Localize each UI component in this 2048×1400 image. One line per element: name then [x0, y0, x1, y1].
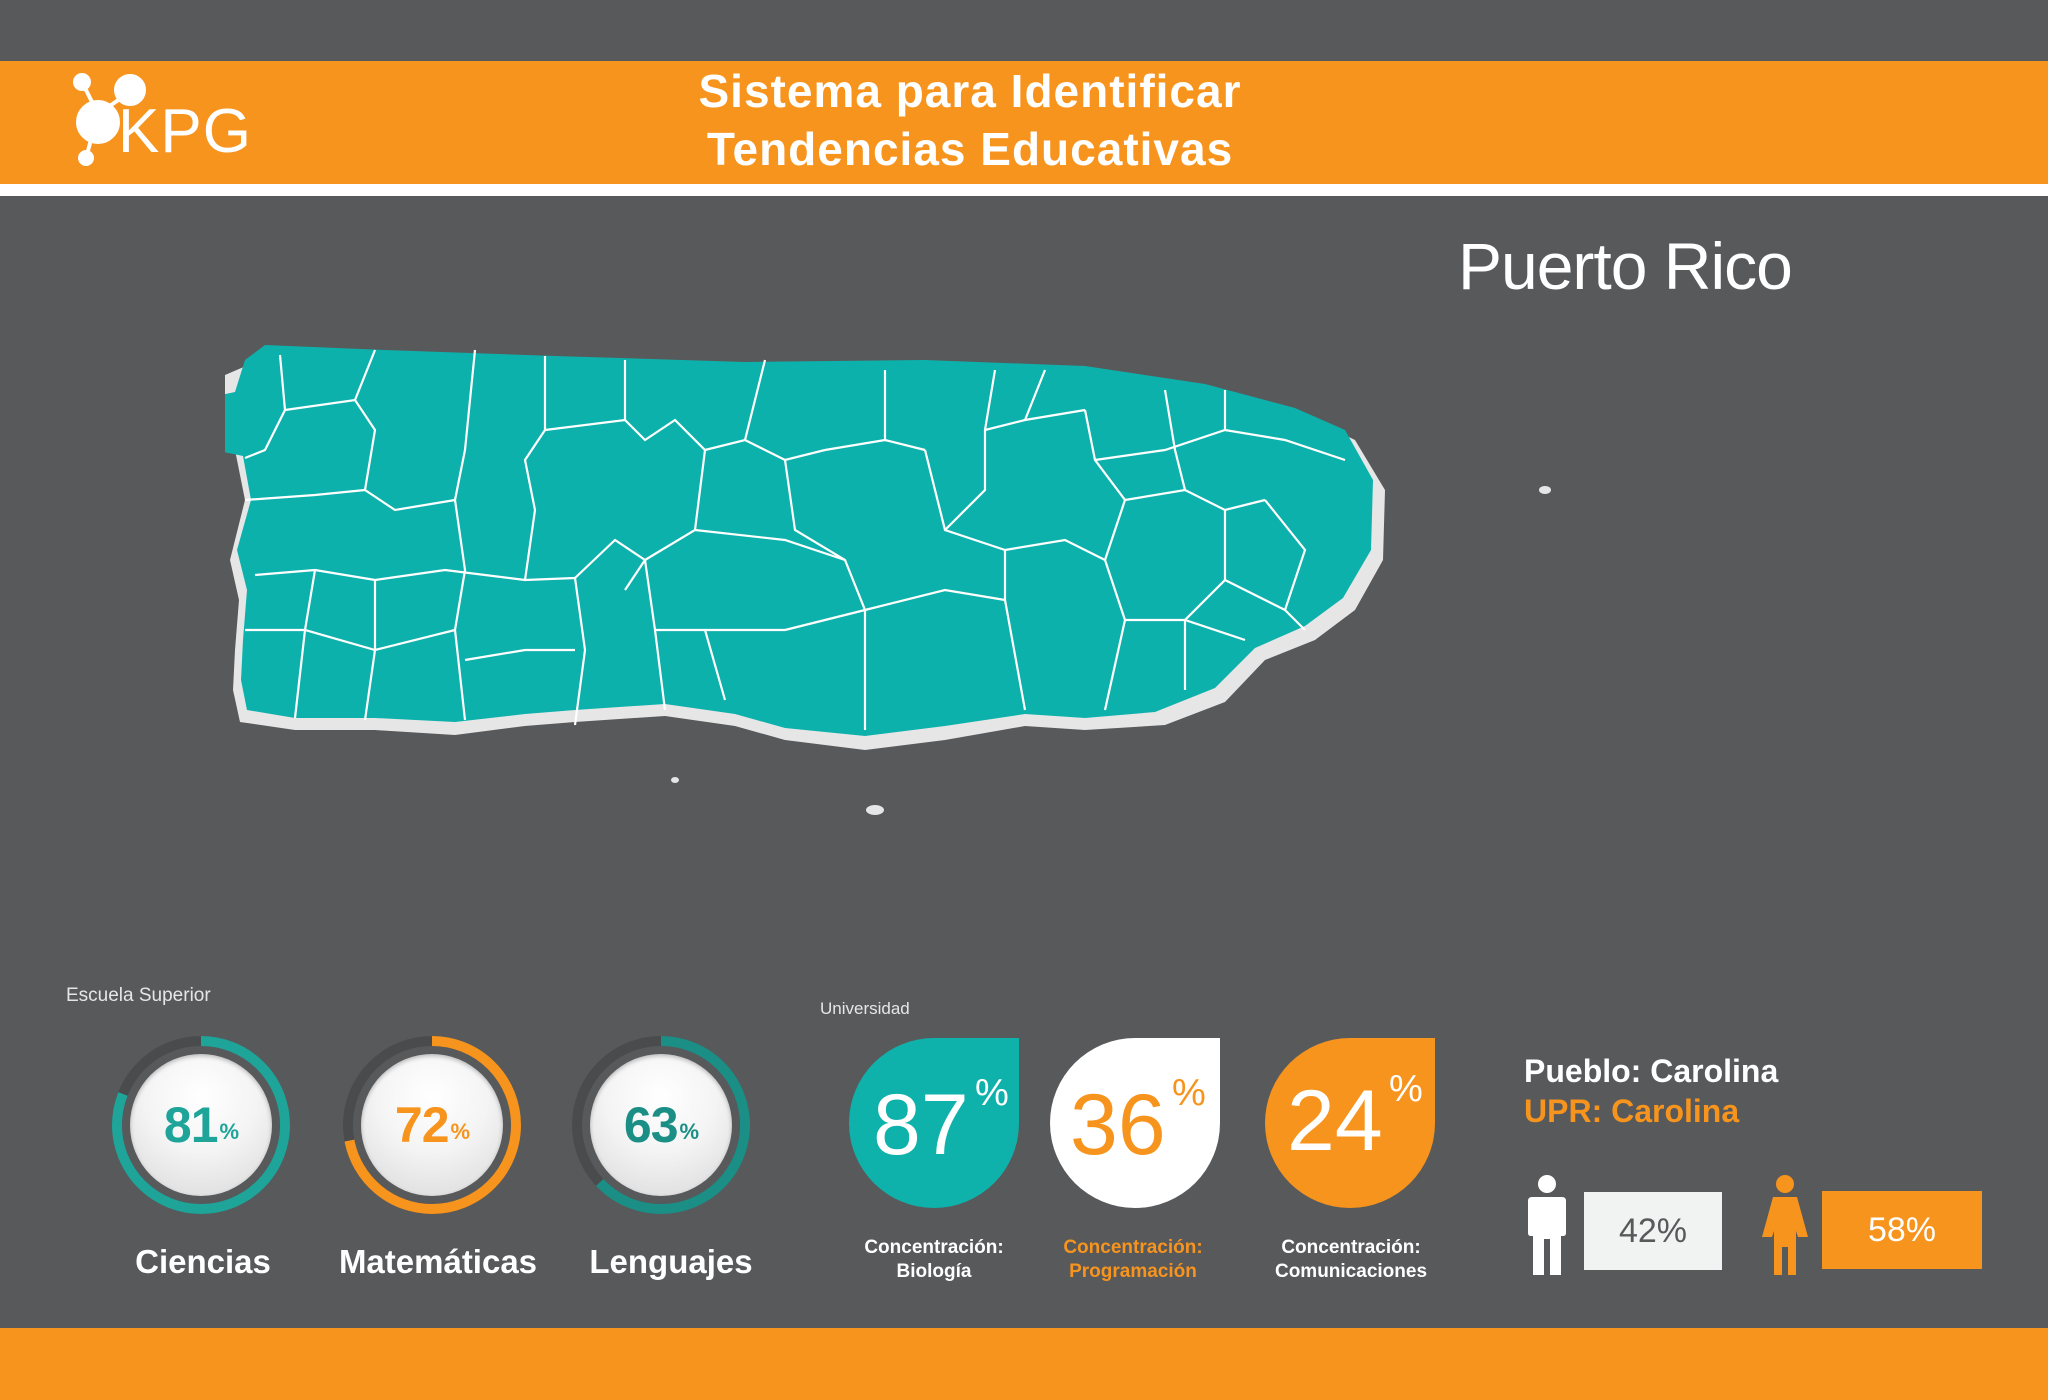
biologia-value: 87 — [873, 1077, 969, 1173]
upr-title: UPR: Carolina — [1524, 1093, 1740, 1129]
ciencias-ring-face — [130, 1054, 272, 1196]
female-icon — [1762, 1175, 1808, 1275]
female-percent: 58% — [1822, 1191, 1982, 1269]
programacion-value: 36 — [1070, 1077, 1166, 1173]
footer-bar — [0, 1328, 2048, 1400]
ciencias-ring-progress — [112, 1036, 290, 1214]
concentracion-comunicaciones-label: Concentración: — [1281, 1237, 1421, 1258]
male-percent: 42% — [1584, 1192, 1722, 1270]
pueblo-title: Pueblo: Carolina — [1524, 1053, 1779, 1089]
concentracion-biologia: Concentración: Biología — [819, 1236, 1049, 1284]
programacion-pct-symbol: % — [1172, 1072, 1206, 1114]
matematicas-value: 72% — [337, 1030, 527, 1220]
matematicas-ring[interactable]: 72% — [337, 1030, 527, 1220]
subject-matematicas: Matemáticas — [338, 1243, 538, 1280]
islet — [1539, 486, 1551, 494]
app-title-line-2: Tendencias Educativas — [706, 123, 1234, 175]
matematicas-ring-face — [361, 1054, 503, 1196]
concentracion-biologia-name: Biología — [896, 1261, 972, 1282]
lenguajes-pct-symbol: % — [679, 1119, 700, 1144]
biologia-pct-symbol: % — [975, 1072, 1009, 1114]
logo-text: KPG — [118, 97, 252, 166]
ciencias-number: 81 — [163, 1097, 219, 1153]
subject-ciencias: Ciencias — [135, 1243, 271, 1280]
kpg-logo[interactable] — [68, 70, 298, 170]
universidad-label: Universidad — [820, 999, 910, 1018]
concentracion-programacion-label: Concentración: — [1063, 1237, 1203, 1258]
lenguajes-ring[interactable]: 63% — [566, 1030, 756, 1220]
app-title-line-1: Sistema para Identificar — [698, 65, 1242, 117]
programacion-badge[interactable]: 36 % — [1050, 1038, 1220, 1208]
matematicas-number: 72 — [394, 1097, 450, 1153]
header-bar — [0, 61, 2048, 184]
puerto-rico-map[interactable] — [225, 330, 1800, 960]
ciencias-value: 81% — [106, 1030, 296, 1220]
concentracion-programacion: Concentración: Programación — [1018, 1236, 1248, 1284]
concentracion-comunicaciones: Concentración: Comunicaciones — [1236, 1236, 1466, 1284]
lenguajes-ring-progress — [572, 1036, 750, 1214]
comunicaciones-pct-symbol: % — [1389, 1068, 1423, 1110]
comunicaciones-badge[interactable]: 24 % — [1265, 1038, 1435, 1208]
matematicas-pct-symbol: % — [450, 1119, 471, 1144]
escuela-superior-label: Escuela Superior — [66, 985, 211, 1006]
lenguajes-ring-face — [590, 1054, 732, 1196]
concentracion-programacion-name: Programación — [1069, 1261, 1197, 1282]
male-icon — [1528, 1175, 1566, 1275]
concentracion-comunicaciones-name: Comunicaciones — [1274, 1261, 1428, 1282]
islet — [866, 805, 884, 815]
ciencias-pct-symbol: % — [219, 1119, 240, 1144]
municipality-borders — [244, 349, 1346, 730]
subject-lenguajes: Lenguajes — [589, 1243, 753, 1280]
ciencias-ring[interactable]: 81% — [106, 1030, 296, 1220]
islet — [671, 777, 679, 783]
app-title: Sistema para Identificar Tendencias Educ… — [0, 62, 1940, 178]
concentracion-biologia-label: Concentración: — [864, 1237, 1004, 1258]
comunicaciones-value: 24 — [1287, 1073, 1383, 1169]
lenguajes-value: 63% — [566, 1030, 756, 1220]
matematicas-ring-progress — [343, 1036, 521, 1214]
lenguajes-number: 63 — [623, 1097, 679, 1153]
biologia-badge[interactable]: 87 % — [849, 1038, 1019, 1208]
map-island[interactable] — [225, 345, 1373, 736]
header-divider — [0, 184, 2048, 196]
region-name: Puerto Rico — [1458, 229, 1793, 303]
